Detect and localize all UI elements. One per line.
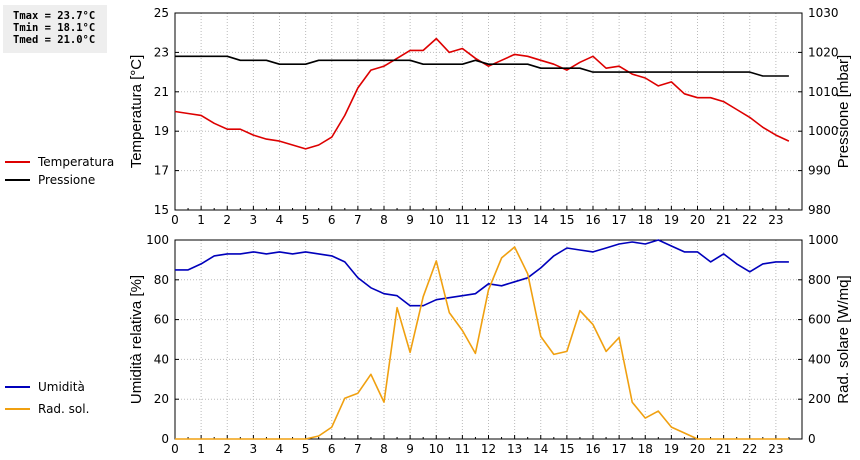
y2-tick-label: 1000 [808,233,839,247]
legend-label-temperatura: Temperatura [37,155,114,169]
x-tick-label: 2 [223,442,231,456]
y2-tick-label: 1020 [808,45,839,59]
x-tick-label: 4 [276,442,284,456]
y2-tick-label: 600 [808,313,831,327]
x-tick-label: 11 [455,442,470,456]
x-tick-label: 0 [171,213,179,227]
y2-tick-label: 1030 [808,6,839,20]
x-tick-label: 12 [481,442,496,456]
x-tick-label: 14 [533,213,548,227]
x-tick-label: 22 [742,442,757,456]
x-tick-label: 7 [354,442,362,456]
x-tick-label: 15 [559,442,574,456]
x-tick-label: 20 [690,213,705,227]
y-tick-label: 25 [154,6,169,20]
x-tick-label: 3 [250,213,258,227]
legend-label-rad-sol: Rad. sol. [38,402,89,416]
y2-tick-label: 1000 [808,124,839,138]
y-tick-label: 20 [154,392,169,406]
y2-tick-label: 980 [808,203,831,217]
y-tick-label: 60 [154,313,169,327]
x-tick-label: 18 [638,213,653,227]
y2-tick-label: 1010 [808,85,839,99]
x-tick-label: 5 [302,213,310,227]
y2-tick-label: 200 [808,392,831,406]
x-tick-label: 5 [302,442,310,456]
x-tick-label: 10 [429,442,444,456]
series-line-pressione [175,55,789,77]
y2-tick-label: 990 [808,164,831,178]
x-tick-label: 1 [197,213,205,227]
series-line-rad-sol [175,246,789,440]
x-tick-label: 15 [559,213,574,227]
x-tick-label: 20 [690,442,705,456]
x-tick-label: 23 [768,442,783,456]
x-tick-label: 4 [276,213,284,227]
x-tick-label: 9 [406,442,414,456]
x-tick-label: 2 [223,213,231,227]
series-line-temperatura [174,37,790,150]
x-tick-label: 21 [716,213,731,227]
temperature-pressure-chart: 0 1 2 3 4 5 6 7 8 9 10 11 12 13 14 15 16 17 18 19 20 21 22 2315… [5,6,852,227]
x-tick-label: 13 [507,213,522,227]
y2-tick-label: 0 [808,432,816,446]
y-tick-label: 40 [154,352,169,366]
stats-box: Tmax = 23.7°C Tmin = 18.1°C Tmed = 21.0°… [3,5,107,53]
x-tick-label: 12 [481,213,496,227]
x-tick-label: 14 [533,442,548,456]
x-tick-label: 17 [611,442,626,456]
series-line-umidita [175,239,789,307]
x-tick-label: 21 [716,442,731,456]
y-axis-label: Umidità relativa [%] [128,275,145,404]
x-tick-label: 19 [664,442,679,456]
y-tick-label: 0 [161,432,169,446]
plot-frame [174,12,803,211]
legend-label-umidita: Umidità [38,380,85,394]
x-tick-label: 16 [585,442,600,456]
x-tick-label: 11 [455,213,470,227]
y-tick-label: 19 [154,124,169,138]
tmin-text: Tmin = 18.1°C [13,22,96,34]
x-tick-label: 7 [354,213,362,227]
y-tick-label: 17 [154,164,169,178]
x-tick-label: 13 [507,442,522,456]
x-tick-label: 0 [171,442,179,456]
x-tick-label: 3 [250,442,258,456]
x-tick-label: 8 [380,442,388,456]
y2-tick-label: 800 [808,273,831,287]
tmed-text: Tmed = 21.0°C [13,34,96,46]
x-tick-label: 10 [429,213,444,227]
y2-axis-label: Rad. solare [W/mq] [835,275,852,403]
x-tick-label: 16 [585,213,600,227]
x-tick-label: 6 [328,213,336,227]
x-tick-label: 22 [742,213,757,227]
x-tick-label: 17 [611,213,626,227]
x-tick-label: 9 [406,213,414,227]
x-tick-label: 8 [380,213,388,227]
plot-frame [174,239,803,440]
y-axis-label: Temperatura [°C] [128,55,145,169]
humidity-radiation-chart: 0 1 2 3 4 5 6 7 8 9 10 11 12 13 14 15 16 17 18 19 20 21 22 230 0… [5,233,852,456]
y-tick-label: 80 [154,273,169,287]
x-tick-label: 18 [638,442,653,456]
y-tick-label: 15 [154,203,169,217]
legend-label-pressione: Pressione [38,173,95,187]
y-tick-label: 21 [154,85,169,99]
y-tick-label: 100 [146,233,169,247]
x-tick-label: 19 [664,213,679,227]
tmax-text: Tmax = 23.7°C [13,10,96,22]
y2-axis-label: Pressione [mbar] [835,55,852,168]
x-tick-label: 1 [197,442,205,456]
y-tick-label: 23 [154,45,169,59]
y2-tick-label: 400 [808,352,831,366]
x-tick-label: 6 [328,442,336,456]
x-tick-label: 23 [768,213,783,227]
